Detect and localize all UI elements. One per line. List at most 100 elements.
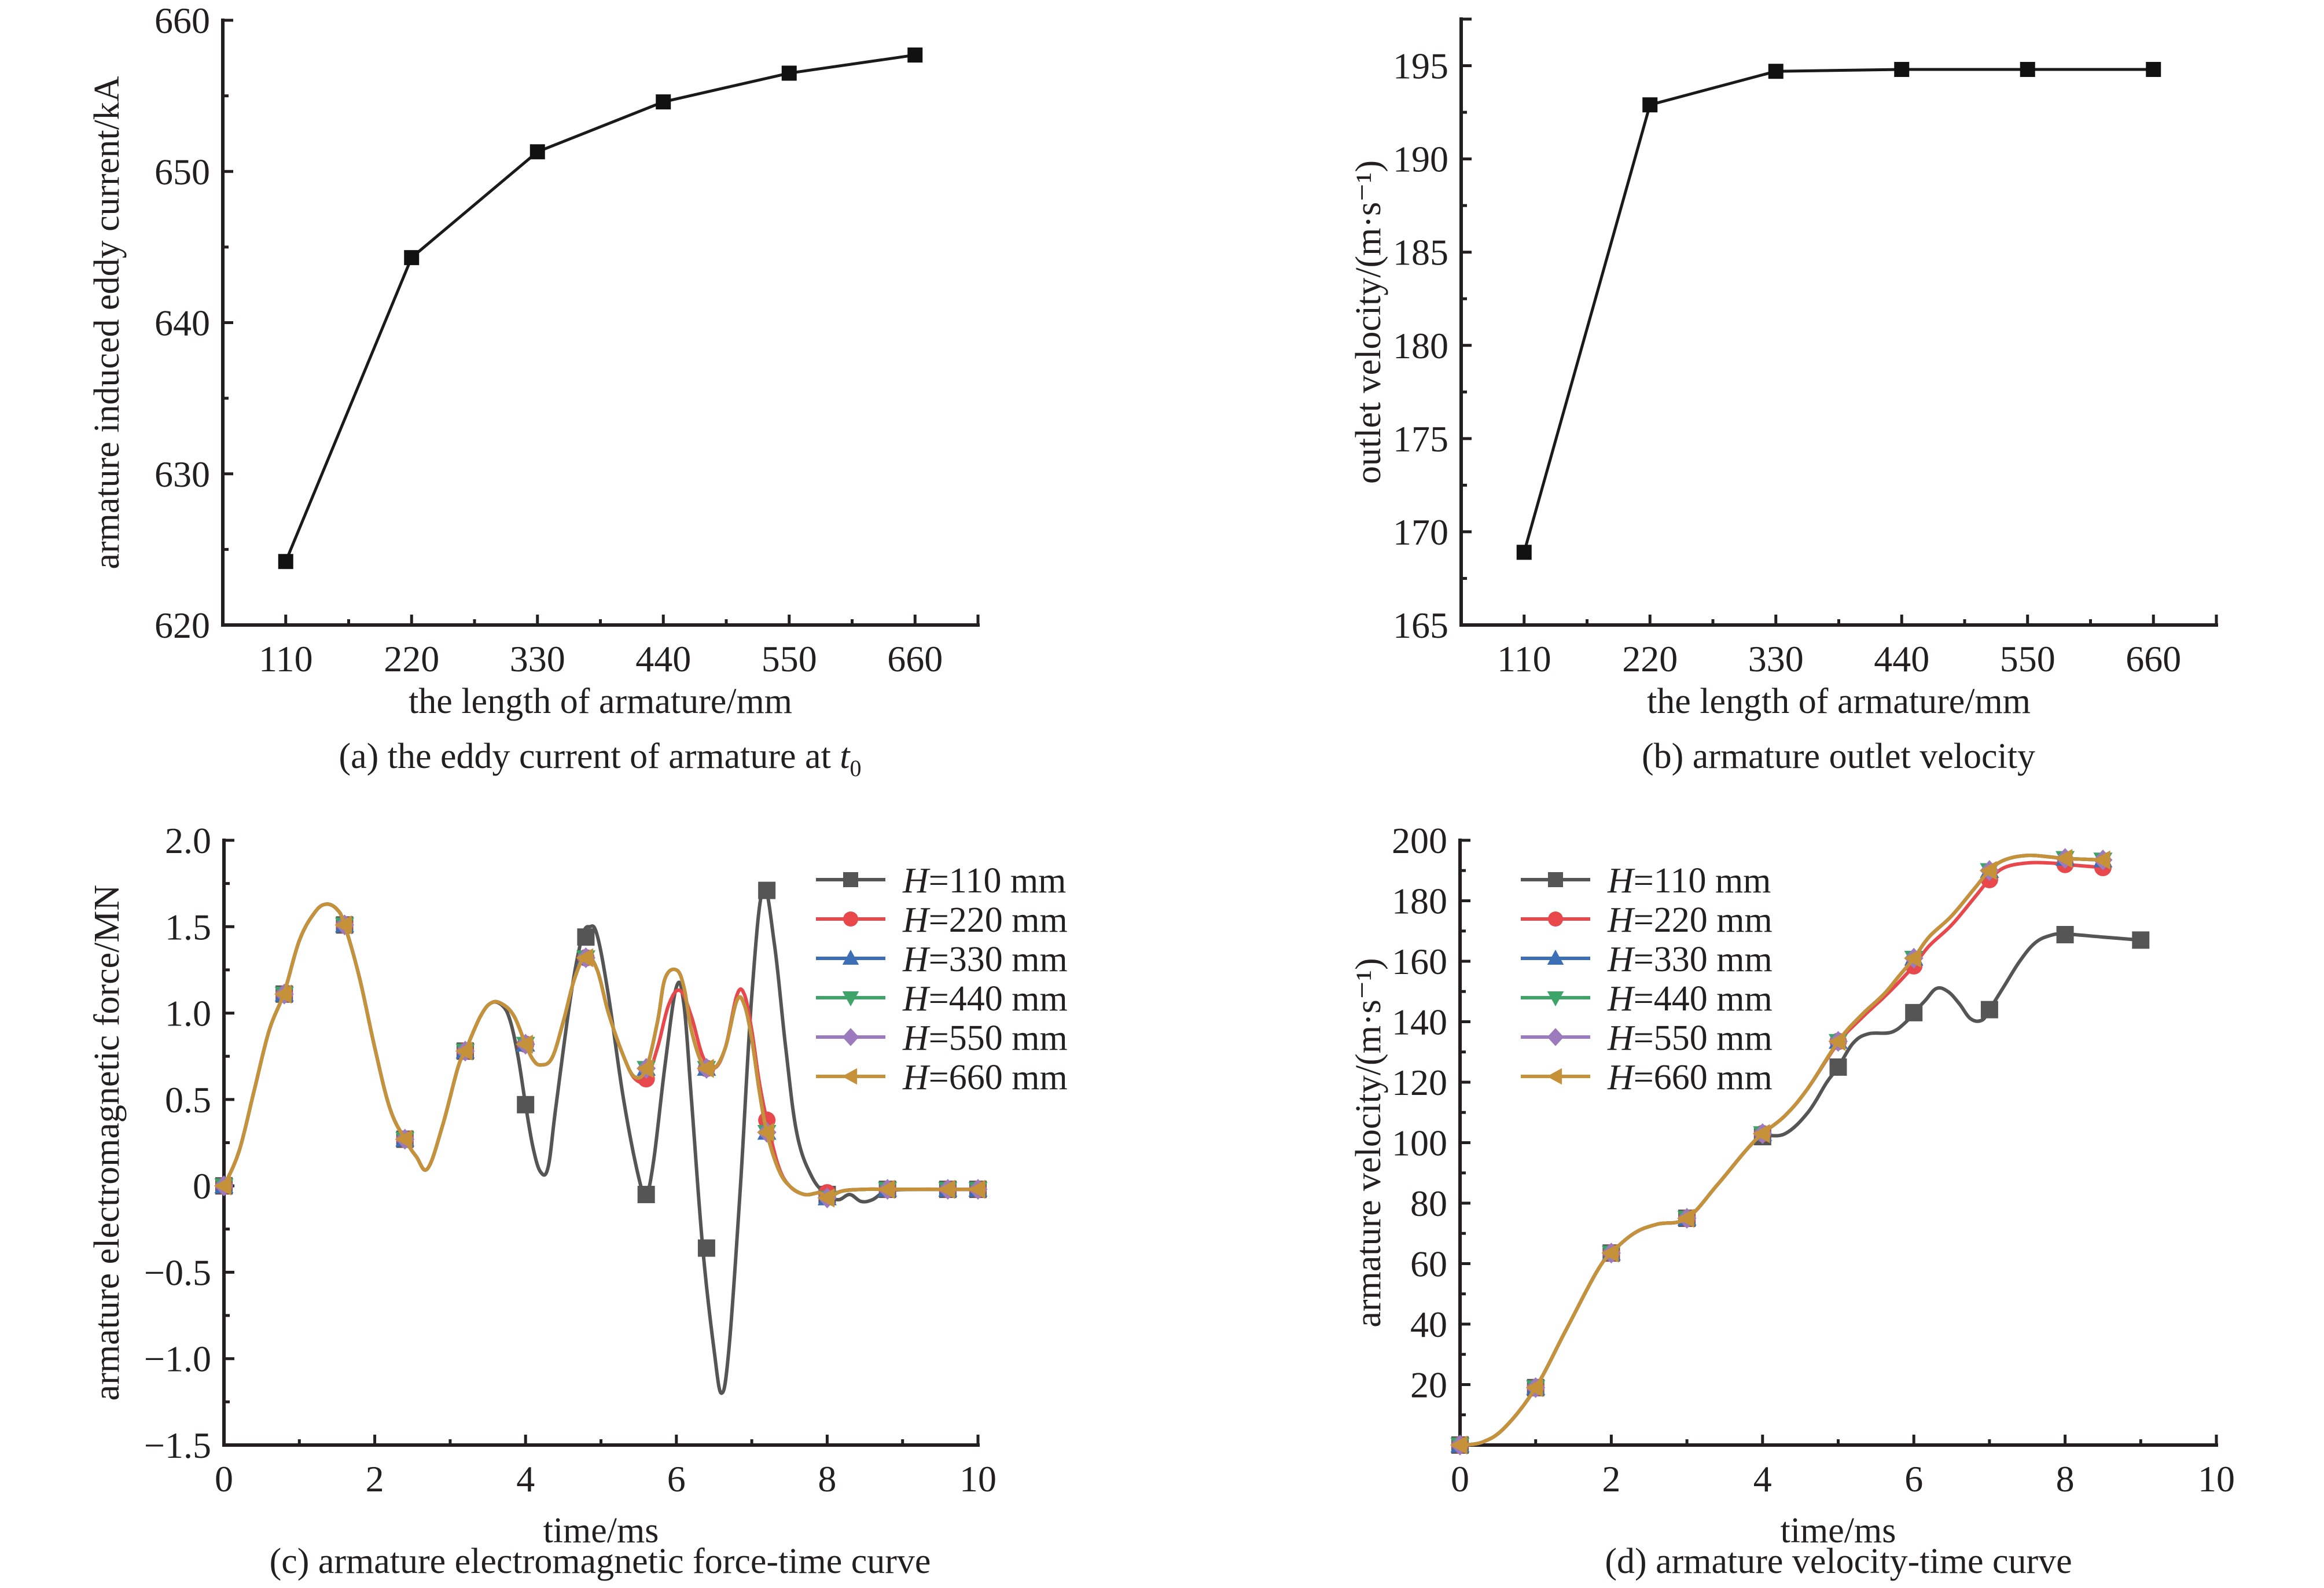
data-point xyxy=(781,65,797,81)
data-point xyxy=(817,1188,835,1208)
legend-item: H=660 mm xyxy=(816,1058,1068,1097)
legend-item: H=550 mm xyxy=(816,1019,1068,1058)
legend-label-symbol: H xyxy=(902,900,931,940)
x-tick-label: 8 xyxy=(818,1458,836,1499)
y-tick-label: 0.5 xyxy=(165,1079,211,1120)
data-point xyxy=(2020,61,2035,77)
legend-label: H=440 mm xyxy=(902,979,1068,1019)
legend-item: H=110 mm xyxy=(1521,861,1771,900)
x-tick-label: 110 xyxy=(1497,638,1551,679)
legend-label: H=110 mm xyxy=(1607,861,1771,900)
legend-label-symbol: H xyxy=(902,861,931,900)
series-line xyxy=(222,902,980,1200)
data-point xyxy=(877,1179,895,1199)
series-line xyxy=(1458,861,2105,1447)
series-line xyxy=(1458,853,2105,1447)
x-tick-label: 660 xyxy=(887,638,943,679)
legend-label-value: =110 mm xyxy=(929,861,1067,900)
y-axis-title: armature electromagnetic force/MN xyxy=(87,885,127,1401)
series-line xyxy=(284,53,915,563)
x-tick-label: 6 xyxy=(667,1458,686,1499)
legend-label-symbol: H xyxy=(902,1019,931,1058)
data-point xyxy=(1903,949,1921,968)
data-point xyxy=(334,915,352,935)
y-axis-title: armature velocity/(m·s⁻¹) xyxy=(1349,958,1388,1327)
data-point xyxy=(214,1176,231,1196)
y-tick-label: 180 xyxy=(1392,881,1447,922)
legend-marker xyxy=(842,1068,858,1085)
series-line xyxy=(222,885,980,1395)
data-point xyxy=(1642,97,1658,113)
legend-marker xyxy=(1548,911,1563,927)
legend-marker xyxy=(1547,950,1564,965)
y-tick-label: 630 xyxy=(155,454,210,495)
legend-label-symbol: H xyxy=(1607,1019,1635,1058)
legend-marker xyxy=(843,872,858,887)
data-point xyxy=(756,1123,774,1142)
y-tick-label: 100 xyxy=(1392,1123,1447,1164)
panel-caption: (d) armature velocity-time curve xyxy=(1605,1542,2072,1581)
legend: H=110 mmH=220 mmH=330 mmH=440 mmH=550 mm… xyxy=(816,861,1068,1097)
data-point xyxy=(637,1186,655,1204)
data-point xyxy=(758,881,776,899)
panel-caption: (c) armature electromagnetic force-time … xyxy=(270,1542,931,1581)
data-point xyxy=(2056,926,2074,944)
caption-subscript: 0 xyxy=(850,755,862,781)
series-eddy-current xyxy=(278,47,923,569)
data-point xyxy=(517,1096,535,1113)
data-point xyxy=(1979,861,1997,880)
legend-item: H=550 mm xyxy=(1521,1019,1773,1058)
y-tick-label: 60 xyxy=(1410,1244,1447,1285)
data-point xyxy=(636,1058,654,1078)
data-point xyxy=(1828,1031,1846,1051)
data-point xyxy=(404,250,420,266)
y-tick-label: 620 xyxy=(155,605,210,646)
y-tick-label: 185 xyxy=(1393,232,1448,273)
data-point xyxy=(907,47,923,63)
legend-item: H=330 mm xyxy=(1521,940,1773,979)
legend-label: H=550 mm xyxy=(902,1019,1068,1058)
x-tick-label: 110 xyxy=(259,638,313,679)
legend: H=110 mmH=220 mmH=330 mmH=440 mmH=550 mm… xyxy=(1521,861,1773,1097)
legend-item: H=220 mm xyxy=(816,900,1068,940)
data-point xyxy=(455,1041,473,1061)
legend-label: H=550 mm xyxy=(1607,1019,1773,1058)
data-point xyxy=(1905,1003,1923,1021)
legend-marker xyxy=(1547,991,1564,1006)
x-tick-label: 220 xyxy=(384,638,439,679)
legend-label-value: =660 mm xyxy=(1634,1058,1773,1097)
legend-marker xyxy=(1547,1028,1564,1046)
data-point xyxy=(1829,1058,1847,1076)
series-outlet-velocity xyxy=(1516,61,2161,560)
caption-italic-symbol: t xyxy=(840,737,851,776)
data-point xyxy=(696,1058,714,1078)
legend-item: H=440 mm xyxy=(816,979,1068,1019)
data-point xyxy=(529,144,545,160)
legend-label-symbol: H xyxy=(1607,900,1635,940)
y-tick-label: 190 xyxy=(1393,139,1448,180)
data-point xyxy=(1980,1001,1998,1019)
data-point xyxy=(278,554,293,569)
legend-item: H=220 mm xyxy=(1521,900,1773,940)
legend-label-value: =330 mm xyxy=(1634,940,1773,979)
legend-label: H=660 mm xyxy=(1607,1058,1773,1097)
legend-label-symbol: H xyxy=(902,979,931,1019)
y-tick-label: 1.0 xyxy=(165,993,211,1034)
data-point xyxy=(1676,1208,1694,1228)
x-tick-label: 10 xyxy=(959,1458,996,1499)
data-point xyxy=(968,1179,986,1199)
legend-marker xyxy=(1548,872,1563,887)
data-point xyxy=(656,94,671,110)
x-tick-label: 4 xyxy=(1753,1458,1772,1499)
legend-label-value: =110 mm xyxy=(1634,861,1771,900)
y-tick-label: 0 xyxy=(193,1166,211,1207)
y-tick-label: 1.5 xyxy=(165,906,211,947)
data-point xyxy=(2055,848,2073,868)
legend-label-symbol: H xyxy=(1607,861,1635,900)
legend-item: H=330 mm xyxy=(816,940,1068,979)
data-point xyxy=(1768,64,1784,79)
series-line xyxy=(1458,932,2143,1447)
data-point xyxy=(2146,61,2161,77)
x-tick-label: 220 xyxy=(1622,638,1678,679)
y-tick-label: 180 xyxy=(1393,325,1448,366)
